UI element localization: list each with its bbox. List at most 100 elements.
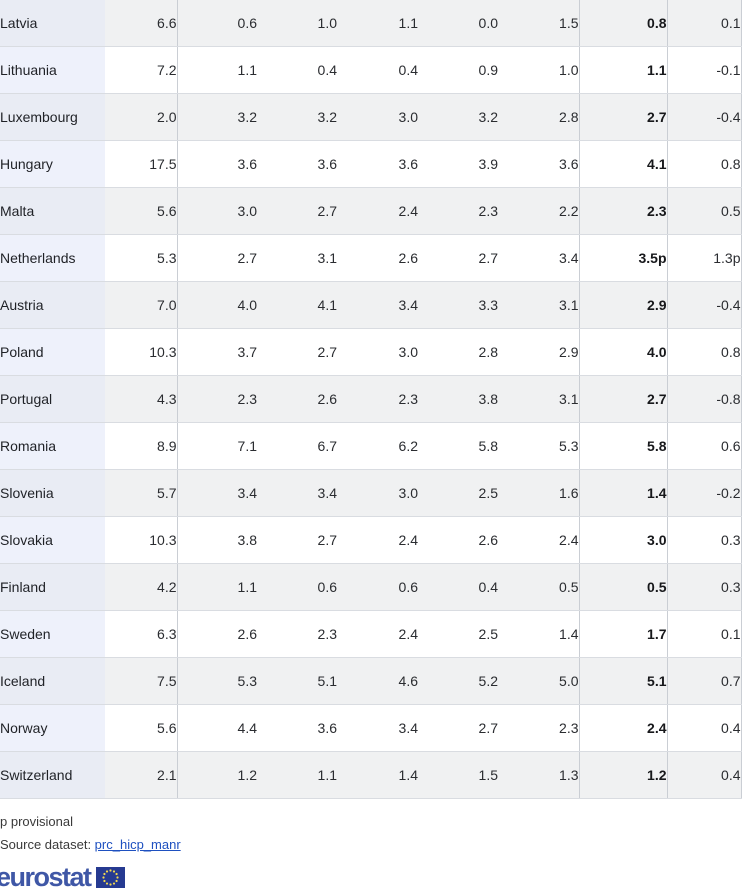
value-cell: 0.4 [666, 751, 742, 799]
eurostat-logo: eurostat [0, 864, 749, 891]
value-cell: 3.0 [337, 328, 418, 376]
provisional-note: p provisional [0, 814, 73, 829]
table-row: Austria 7.0 4.0 4.1 3.4 3.3 3.1 2.9 -0.4 [0, 281, 742, 329]
country-cell: Slovenia [0, 469, 105, 517]
value-cell: 4.3 [105, 375, 177, 423]
country-cell: Iceland [0, 657, 105, 705]
value-cell: 7.2 [105, 46, 177, 94]
value-cell: 5.3 [105, 234, 177, 282]
value-cell: 1.1 [257, 751, 337, 799]
value-cell: 0.6 [666, 422, 742, 470]
value-cell: 1.1 [176, 46, 257, 94]
table-row: Sweden 6.3 2.6 2.3 2.4 2.5 1.4 1.7 0.1 [0, 610, 742, 658]
table-row: Netherlands 5.3 2.7 3.1 2.6 2.7 3.4 3.5p 1.3p [0, 234, 742, 282]
value-cell: 0.0 [418, 0, 498, 47]
value-cell: 5.8 [418, 422, 498, 470]
value-cell: 2.4 [337, 516, 418, 564]
value-cell: 0.4 [257, 46, 337, 94]
value-cell: 2.5 [418, 610, 498, 658]
source-dataset-label: Source dataset: [0, 837, 95, 852]
eu-flag-icon [95, 866, 125, 888]
value-cell: 2.2 [498, 187, 579, 235]
value-cell: 0.8 [666, 328, 742, 376]
source-dataset-link[interactable]: prc_hicp_manr [94, 837, 181, 852]
table-row: Romania 8.9 7.1 6.7 6.2 5.8 5.3 5.8 0.6 [0, 422, 742, 470]
value-cell: 2.4 [498, 516, 579, 564]
value-cell: 2.4 [337, 610, 418, 658]
value-cell: 0.6 [337, 563, 418, 611]
value-cell: 3.6 [257, 704, 337, 752]
country-cell: Austria [0, 281, 105, 329]
value-cell: 7.5 [105, 657, 177, 705]
value-cell: 2.4 [578, 704, 667, 752]
value-cell: -0.8 [666, 375, 742, 423]
value-cell: 2.8 [498, 93, 579, 141]
value-cell: 1.5 [418, 751, 498, 799]
value-cell: 3.1 [498, 375, 579, 423]
table-row: Hungary 17.5 3.6 3.6 3.6 3.9 3.6 4.1 0.8 [0, 140, 742, 188]
country-cell: Hungary [0, 140, 105, 188]
value-cell: 10.3 [105, 328, 177, 376]
value-cell: 5.1 [578, 657, 667, 705]
table-row: Switzerland 2.1 1.2 1.1 1.4 1.5 1.3 1.2 0.4 [0, 751, 742, 799]
table-row: Iceland 7.5 5.3 5.1 4.6 5.2 5.0 5.1 0.7 [0, 657, 742, 705]
value-cell: 3.0 [578, 516, 667, 564]
value-cell: 1.0 [257, 0, 337, 47]
value-cell: 3.2 [176, 93, 257, 141]
value-cell: 2.9 [578, 281, 667, 329]
value-cell: 3.2 [418, 93, 498, 141]
value-cell: 3.7 [176, 328, 257, 376]
value-cell: 2.4 [337, 187, 418, 235]
value-cell: 3.4 [176, 469, 257, 517]
value-cell: 5.7 [105, 469, 177, 517]
value-cell: 3.2 [257, 93, 337, 141]
value-cell: 6.3 [105, 610, 177, 658]
table-row: Malta 5.6 3.0 2.7 2.4 2.3 2.2 2.3 0.5 [0, 187, 742, 235]
country-cell: Malta [0, 187, 105, 235]
value-cell: 0.6 [257, 563, 337, 611]
value-cell: 0.1 [666, 610, 742, 658]
value-cell: 4.0 [578, 328, 667, 376]
value-cell: 2.7 [578, 375, 667, 423]
value-cell: 3.8 [418, 375, 498, 423]
value-cell: 3.6 [176, 140, 257, 188]
value-cell: 17.5 [105, 140, 177, 188]
value-cell: 1.1 [337, 0, 418, 47]
value-cell: 2.7 [257, 516, 337, 564]
value-cell: 2.3 [498, 704, 579, 752]
value-cell: -0.4 [666, 281, 742, 329]
table-row: Lithuania 7.2 1.1 0.4 0.4 0.9 1.0 1.1 -0.1 [0, 46, 742, 94]
value-cell: 3.5p [578, 234, 667, 282]
value-cell: 0.3 [666, 563, 742, 611]
value-cell: 5.3 [176, 657, 257, 705]
value-cell: 5.8 [578, 422, 667, 470]
value-cell: 2.7 [418, 704, 498, 752]
value-cell: 8.9 [105, 422, 177, 470]
value-cell: 3.1 [257, 234, 337, 282]
country-cell: Romania [0, 422, 105, 470]
country-cell: Sweden [0, 610, 105, 658]
value-cell: 0.6 [176, 0, 257, 47]
country-cell: Poland [0, 328, 105, 376]
value-cell: 2.0 [105, 93, 177, 141]
value-cell: 1.5 [498, 0, 579, 47]
hicp-table: Latvia 6.6 0.6 1.0 1.1 0.0 1.5 0.8 0.1 Lithuania 7… [0, 0, 742, 799]
value-cell: 3.1 [498, 281, 579, 329]
value-cell: 0.1 [666, 0, 742, 47]
value-cell: 5.3 [498, 422, 579, 470]
value-cell: 4.1 [257, 281, 337, 329]
table-row: Poland 10.3 3.7 2.7 3.0 2.8 2.9 4.0 0.8 [0, 328, 742, 376]
value-cell: 1.1 [578, 46, 667, 94]
value-cell: 2.8 [418, 328, 498, 376]
value-cell: 7.1 [176, 422, 257, 470]
value-cell: 0.5 [498, 563, 579, 611]
table-row: Finland 4.2 1.1 0.6 0.6 0.4 0.5 0.5 0.3 [0, 563, 742, 611]
value-cell: 0.8 [578, 0, 667, 47]
table-row: Latvia 6.6 0.6 1.0 1.1 0.0 1.5 0.8 0.1 [0, 0, 742, 47]
value-cell: 4.0 [176, 281, 257, 329]
value-cell: 3.3 [418, 281, 498, 329]
value-cell: 2.7 [418, 234, 498, 282]
value-cell: 0.4 [666, 704, 742, 752]
value-cell: 0.8 [666, 140, 742, 188]
